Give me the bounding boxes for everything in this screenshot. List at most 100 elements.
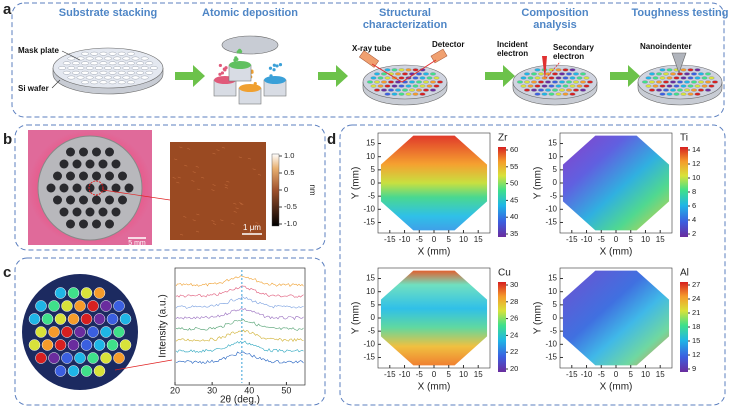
wafer-spot <box>569 84 576 88</box>
arrow <box>610 65 640 87</box>
x-tick-label: -15 <box>566 235 578 244</box>
afm-texture <box>211 189 215 191</box>
wafer-spot <box>698 88 705 92</box>
afm-texture <box>179 146 183 149</box>
y-tick-label: 10 <box>366 152 375 161</box>
wafer-spot <box>409 80 416 84</box>
wafer-spot <box>701 84 708 88</box>
hole <box>66 171 75 181</box>
x-tick-label: 5 <box>447 370 452 379</box>
wafer-spot <box>367 80 374 84</box>
wafer-spot <box>559 80 566 84</box>
wafer-spot <box>437 80 444 84</box>
wafer-spot <box>72 61 80 66</box>
wafer-spot <box>374 88 381 92</box>
wafer-spot <box>538 88 545 92</box>
y-tick-label: 5 <box>371 165 376 174</box>
hole <box>59 183 69 193</box>
wafer-spot <box>545 80 552 84</box>
secondary <box>545 61 561 79</box>
sample <box>113 352 125 364</box>
colorbar-tick-label: -1.0 <box>284 219 297 228</box>
wafer-spot <box>562 84 569 88</box>
wafer-spot <box>705 80 712 84</box>
wafer-spot <box>555 68 562 72</box>
wafer-spot <box>666 68 673 72</box>
wafer-spot <box>90 70 99 75</box>
wafer-spot <box>374 80 381 84</box>
wafer-spot <box>705 88 712 92</box>
atom <box>272 63 276 67</box>
wafer-spot <box>520 76 527 80</box>
wafer-spot <box>384 92 391 96</box>
wafer-spot <box>81 80 89 85</box>
wafer-spot <box>140 75 149 80</box>
wafer-spot <box>656 88 663 92</box>
y-tick-label: -15 <box>363 353 375 362</box>
x-tick-label: 5 <box>447 235 452 244</box>
sample <box>61 326 73 338</box>
hole <box>98 207 108 217</box>
sample <box>61 300 73 312</box>
wafer-spot <box>426 76 433 80</box>
arrow <box>318 65 348 87</box>
sample <box>113 326 125 338</box>
y-tick-label: -5 <box>550 191 558 200</box>
y-tick-label: -10 <box>545 339 557 348</box>
atom <box>269 74 273 78</box>
afm-texture <box>224 186 228 189</box>
wafer-spot <box>555 76 562 80</box>
wafer-spot <box>76 75 85 80</box>
wafer-spot <box>94 56 103 61</box>
sample <box>87 326 99 338</box>
x-tick-label: -5 <box>598 370 606 379</box>
wafer-spot <box>576 84 583 88</box>
hole <box>79 219 88 229</box>
colorbar-tick-label: 18 <box>692 322 700 331</box>
wafer-spot <box>76 66 85 70</box>
wafer-spot <box>395 72 402 76</box>
y-tick-label: 0 <box>371 178 376 187</box>
y-tick-label: -15 <box>545 218 557 227</box>
afm-texture <box>255 222 259 224</box>
element-label: Cu <box>498 268 511 279</box>
y-tick-label: 0 <box>553 313 558 322</box>
wafer-spot <box>117 51 126 56</box>
y-tick-label: -5 <box>368 326 376 335</box>
wafer-spot <box>555 92 562 96</box>
colorbar-tick-label: 28 <box>510 297 518 306</box>
afm-texture <box>247 157 251 160</box>
wafer-spot <box>569 92 576 96</box>
wafer-spot <box>552 88 559 92</box>
wafer-spot <box>680 92 687 96</box>
wafer-spot <box>666 76 673 80</box>
x-tick-label: 10 <box>641 370 650 379</box>
y-tick-label: -5 <box>368 191 376 200</box>
afm-texture <box>212 223 217 225</box>
note: Secondary electron <box>553 43 594 61</box>
sample <box>35 300 47 312</box>
x-tick-label: -10 <box>399 235 411 244</box>
wafer-spot <box>113 75 122 80</box>
wafer-spot <box>113 66 122 70</box>
wafer-spot <box>412 76 419 80</box>
sample <box>48 326 60 338</box>
afm-texture <box>240 203 244 205</box>
sample <box>106 339 119 351</box>
wafer-spot <box>562 92 569 96</box>
wafer-spot <box>381 72 388 76</box>
wafer-spot <box>90 80 99 85</box>
y-tick-label: -10 <box>545 204 557 213</box>
wafer-spot <box>659 84 666 88</box>
wafer-spot <box>67 56 76 61</box>
x-tick-label: 15 <box>474 235 483 244</box>
colorbar-tick-label: 55 <box>510 162 518 171</box>
wafer-spot <box>433 84 440 88</box>
afm-texture <box>221 146 225 149</box>
hole <box>124 183 134 193</box>
hole <box>92 195 101 205</box>
wafer-spot <box>538 72 545 76</box>
arrow <box>175 65 205 87</box>
hole <box>105 195 114 205</box>
